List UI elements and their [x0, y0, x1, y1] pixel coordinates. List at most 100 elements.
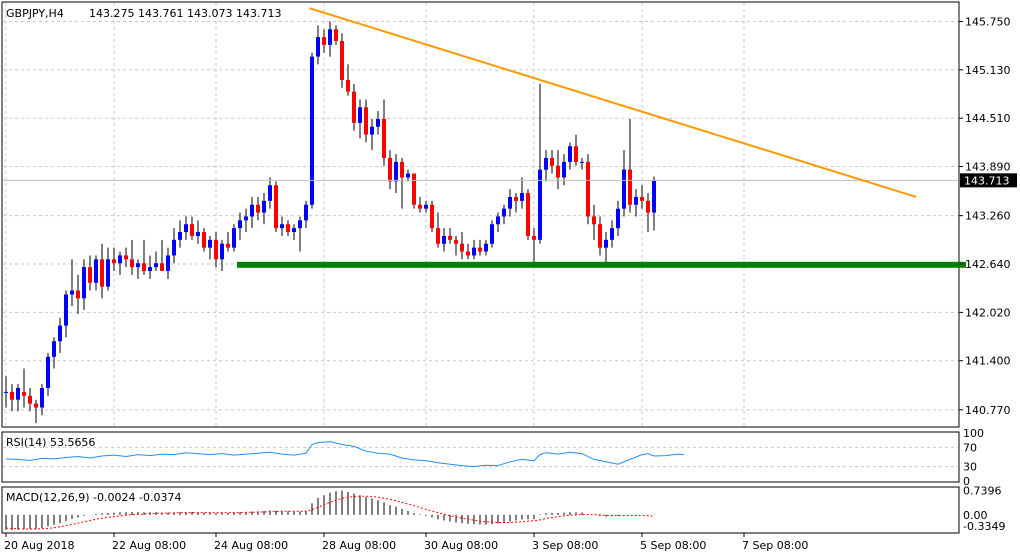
candle-bull [568, 146, 572, 162]
candle-bear [190, 224, 194, 236]
candle-bull [652, 180, 656, 213]
rsi-tick-label: 100 [963, 427, 984, 440]
candle-bear [598, 224, 602, 248]
candle-bull [148, 267, 152, 272]
candle-bear [322, 37, 326, 45]
candle-bear [226, 243, 230, 248]
candle-bull [622, 169, 626, 209]
candle-bear [256, 204, 260, 213]
candle-bull [310, 56, 314, 205]
price-tick-label: 145.130 [965, 64, 1011, 77]
candle-bear [592, 216, 596, 225]
candle-bear [340, 40, 344, 80]
candle-bear [418, 204, 422, 209]
candle-bear [550, 157, 554, 166]
time-tick-label: 7 Sep 08:00 [742, 539, 808, 552]
candle-bull [298, 220, 302, 229]
candle-bull [442, 235, 446, 244]
candle-bear [130, 259, 134, 268]
candle-bear [124, 255, 128, 260]
candle-bull [40, 388, 44, 408]
candle-bear [460, 243, 464, 252]
resistance-trendline [309, 7, 917, 198]
candle-bull [538, 169, 542, 240]
candle-bear [646, 200, 650, 213]
candle-bull [580, 161, 584, 163]
candle-bear [574, 146, 578, 162]
rsi-line [5, 441, 685, 468]
candle-bull [196, 232, 200, 236]
price-tick-label: 145.750 [965, 15, 1011, 28]
candle-bear [586, 161, 590, 217]
candle-bear [34, 403, 38, 408]
candle-bull [166, 255, 170, 272]
candle-bear [478, 247, 482, 252]
time-tick-label: 3 Sep 08:00 [532, 539, 598, 552]
price-axis: 145.750 145.130 144.510 143.890 143.260 142.6… [959, 15, 1017, 417]
candle-bear [514, 196, 518, 201]
candle-bull [508, 196, 512, 209]
candle-bull [208, 239, 212, 248]
support-line [237, 261, 966, 268]
rsi-panel[interactable]: RSI(14) 53.5656 [1, 431, 960, 483]
macd-panel[interactable]: MACD(12,26,9) -0.0024 -0.0374 [1, 486, 960, 534]
candle-bull [424, 204, 428, 209]
candle-bull [484, 243, 488, 252]
macd-tick-label: -0.3349 [963, 520, 1005, 533]
candle-bull [268, 185, 272, 201]
candle-bull [496, 216, 500, 225]
candle-bull [610, 228, 614, 240]
candle-bull [118, 255, 122, 264]
rsi-label: RSI(14) 53.5656 [6, 436, 95, 449]
candle-bull [64, 294, 68, 326]
candle-bull [280, 224, 284, 229]
candle-bear [364, 107, 368, 135]
price-panel-frame [1, 1, 960, 428]
candle-bear [10, 391, 14, 400]
current-price-box: 143.713 [960, 173, 1017, 188]
macd-axis: 0.7396 0.00-0.3349 [963, 485, 1005, 533]
candle-bear [466, 251, 470, 256]
candle-bear [382, 118, 386, 158]
price-panel[interactable]: GBPJPY,H4 143.275 143.761 143.073 143.71… [1, 1, 966, 532]
ohlc-values: 143.275 143.761 143.073 143.713 [89, 7, 281, 20]
candle-bull [292, 228, 296, 233]
candle-bull [172, 239, 176, 256]
rsi-panel-frame [1, 431, 960, 483]
price-tick-label: 141.400 [965, 355, 1011, 368]
candle-bear [640, 196, 644, 201]
candle-bull [520, 193, 524, 201]
candle-bull [406, 173, 410, 178]
candle-bull [70, 290, 74, 295]
price-tick-label: 143.890 [965, 161, 1011, 174]
candle-bear [22, 391, 26, 396]
candle-bear [142, 263, 146, 272]
candle-bear [352, 91, 356, 123]
candle-bear [436, 228, 440, 244]
time-tick-label: 20 Aug 2018 [4, 539, 74, 552]
candle-bull [106, 259, 110, 287]
candle-bull [376, 118, 380, 127]
candle-bull [562, 161, 566, 178]
candles [4, 21, 656, 424]
candle-bear [28, 395, 32, 404]
candle-bear [76, 290, 80, 299]
candle-bull [178, 232, 182, 240]
candle-bull [394, 161, 398, 182]
candle-bear [334, 29, 338, 41]
price-tick-label: 140.770 [965, 404, 1011, 417]
candle-bear [628, 169, 632, 205]
time-tick-label: 5 Sep 08:00 [640, 539, 706, 552]
price-tick-label: 143.260 [965, 210, 1011, 223]
candle-bull [604, 239, 608, 248]
price-tick-label: 142.640 [965, 258, 1011, 271]
rsi-tick-label: 70 [963, 441, 977, 454]
rsi-tick-label: 0 [963, 475, 970, 488]
candle-bull [52, 341, 56, 357]
candle-bear [448, 235, 452, 240]
chart-overlays [3, 7, 966, 268]
rsi-tick-label: 30 [963, 461, 977, 474]
